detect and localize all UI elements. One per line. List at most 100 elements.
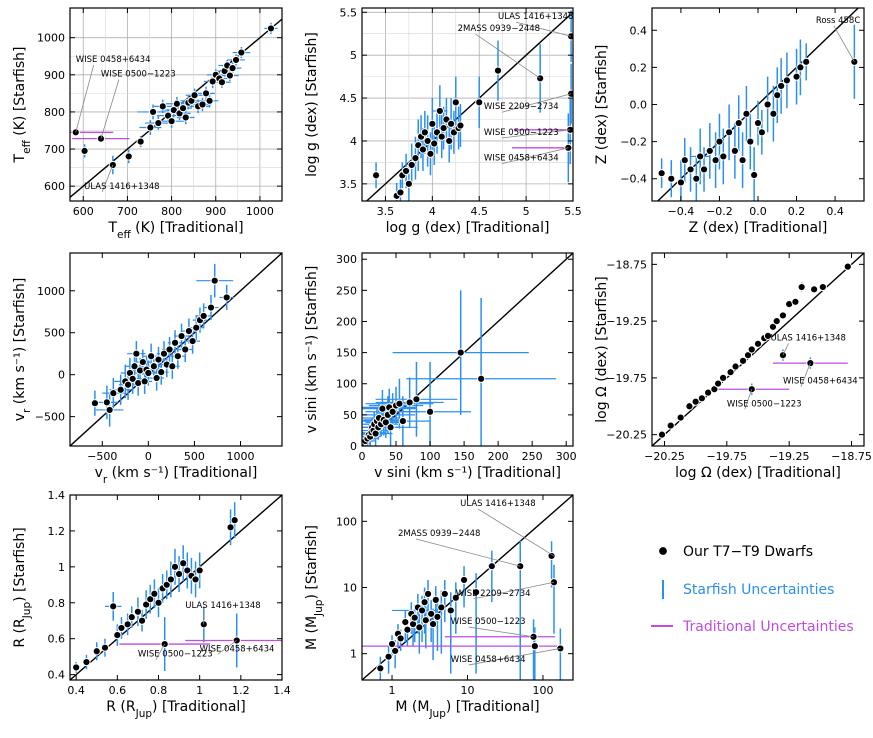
data-point [225, 71, 234, 80]
data-point [657, 169, 666, 178]
y-tick-label: 250 [336, 284, 357, 297]
data-point [109, 389, 118, 398]
y-tick-label: 10 [343, 582, 357, 595]
y-tick-label: 0.0 [630, 99, 648, 112]
y-tick-label: 0.2 [630, 61, 648, 74]
data-point [567, 32, 573, 41]
data-point [437, 132, 446, 141]
y-tick-label: 300 [336, 253, 357, 266]
x-axis-label: vr (km s⁻¹) [Traditional] [95, 465, 258, 486]
data-point [487, 562, 496, 571]
y-tick-label: 1 [58, 561, 65, 574]
axes-frame [69, 7, 283, 202]
data-point [743, 351, 753, 360]
data-point [791, 297, 800, 306]
data-point [123, 620, 132, 629]
data-point [195, 566, 204, 575]
data-point [768, 322, 778, 331]
x-tick-label: 4.5 [470, 205, 488, 218]
data-point [763, 100, 772, 109]
data-point [423, 589, 433, 599]
axes-frame [361, 7, 574, 202]
axes-frame [651, 252, 865, 447]
data-point [170, 562, 180, 571]
y-axis-label: M (MJup) [Starfish] [304, 525, 325, 650]
data-point [747, 345, 756, 354]
data-point [667, 174, 676, 183]
y-tick-label: 4 [350, 135, 357, 148]
data-point [395, 399, 404, 408]
data-point [154, 355, 163, 364]
data-point [475, 98, 484, 107]
data-point [174, 569, 184, 579]
data-point [411, 154, 420, 163]
data-point [435, 106, 444, 116]
data-point [144, 368, 153, 378]
data-point [802, 57, 811, 66]
annotation-label: WISE 0500−1223 [484, 128, 559, 138]
annotation-label: WISE 0458+6434 [76, 55, 151, 65]
data-point [133, 607, 143, 616]
data-point [704, 388, 713, 397]
legend-label-points: Our T7−T9 Dwarfs [683, 544, 813, 560]
annotation-label: 2MASS 0939−2448 [458, 24, 540, 34]
data-point [715, 137, 724, 146]
data-point [113, 630, 122, 640]
y-tick-label: −0.2 [620, 136, 647, 149]
annotation-label: ULAS 1416+1348 [460, 499, 535, 509]
data-point [415, 623, 424, 632]
y-axis-label: Z (dex) [Starfish] [594, 45, 610, 165]
y-tick-label: 0.4 [630, 24, 648, 37]
x-tick-label: 100 [532, 684, 553, 697]
x-tick-label: 150 [454, 450, 475, 463]
x-tick-label: 250 [522, 450, 543, 463]
y-tick-label: 800 [44, 106, 65, 119]
data-point [128, 374, 137, 383]
annotation-connector [501, 147, 569, 165]
legend-marker-points [657, 545, 669, 557]
y-tick-label: 5 [350, 49, 357, 62]
annotation-label: ULAS 1416+1348 [84, 182, 159, 192]
y-tick-label: −500 [35, 411, 65, 424]
x-tick-label: 100 [420, 450, 441, 463]
data-point [80, 146, 89, 155]
data-point [222, 293, 231, 302]
data-point [183, 566, 192, 575]
data-point [530, 642, 539, 651]
plot-area-mass [362, 495, 573, 680]
plot-area-vsini [362, 253, 573, 446]
data-point [166, 575, 175, 584]
x-tick-label: 200 [488, 450, 509, 463]
annotation-connector [515, 21, 572, 37]
data-point [746, 137, 755, 146]
y-tick-label: 0.8 [48, 597, 66, 610]
data-point [199, 311, 208, 321]
y-axis-label: log g (dex) [Starfish] [304, 32, 320, 177]
annotation-connector [800, 362, 811, 387]
data-point [777, 81, 786, 91]
data-point [159, 349, 169, 358]
data-point [130, 362, 139, 371]
y-tick-label: 3.5 [340, 178, 358, 191]
x-tick-label: 3.5 [377, 205, 395, 218]
data-point [738, 356, 748, 365]
data-point [536, 74, 545, 83]
data-point [102, 398, 111, 407]
x-tick-label: −20.25 [644, 450, 685, 463]
panel-vr: −500 0 500 1000 −500 0 500 1000 vr (km s⁻¹) [Tra… [12, 252, 283, 486]
y-tick-label: −0.4 [620, 173, 647, 186]
x-tick-label: 600 [73, 205, 94, 218]
data-point [150, 589, 159, 598]
data-point [162, 580, 171, 589]
data-point [396, 634, 405, 643]
data-point [451, 593, 460, 602]
data-point [371, 171, 381, 180]
data-point [136, 137, 145, 146]
data-point [378, 404, 387, 413]
data-point [792, 72, 801, 81]
x-tick-label: 1000 [227, 450, 255, 463]
x-tick-label: −0.4 [668, 205, 695, 218]
data-point [711, 156, 720, 165]
data-point [237, 48, 246, 57]
